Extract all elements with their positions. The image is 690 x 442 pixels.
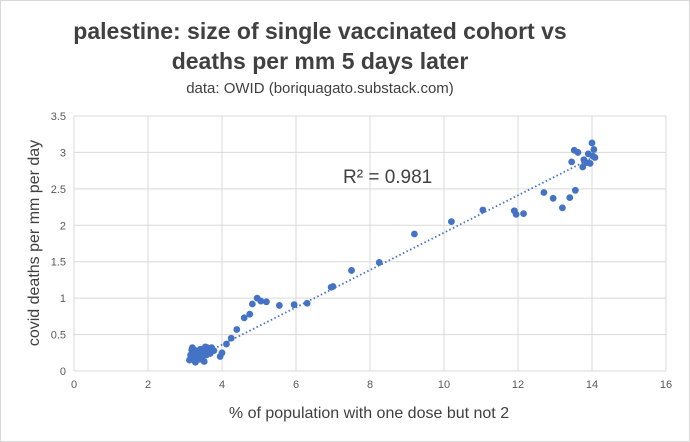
data-point	[240, 314, 248, 322]
y-tick-label: 1.5	[51, 257, 66, 269]
x-tick-label: 14	[586, 379, 598, 391]
y-tick-label: 3.5	[51, 111, 66, 123]
data-point	[549, 194, 557, 202]
y-tick-label: 2	[60, 220, 66, 232]
data-point	[329, 283, 337, 290]
data-point	[218, 349, 226, 357]
x-tick-label: 8	[367, 379, 373, 391]
x-tick-label: 6	[293, 379, 299, 391]
y-axis-title: covid deaths per mm per day	[26, 140, 43, 346]
data-point	[571, 186, 579, 194]
x-tick-label: 0	[71, 379, 77, 391]
tick-labels: 0 2 4 6 8 10 12 14 16 0 0.5 1 1.5 2 2.5 3 3.5	[51, 111, 672, 391]
data-point	[263, 298, 270, 306]
data-point	[590, 146, 598, 153]
data-points	[186, 139, 599, 366]
data-point	[246, 310, 254, 318]
x-tick-label: 16	[660, 379, 672, 391]
data-point	[591, 154, 599, 161]
data-point	[257, 297, 265, 305]
data-point	[233, 326, 241, 333]
data-point	[566, 194, 574, 202]
data-point	[574, 149, 582, 156]
data-point	[479, 206, 487, 214]
data-point	[512, 210, 520, 218]
data-point	[290, 301, 298, 309]
data-point	[223, 340, 230, 348]
data-point	[568, 158, 576, 166]
gridlines	[73, 115, 667, 372]
data-point	[375, 259, 383, 266]
chart-title-line2: deaths per mm 5 days later	[171, 48, 469, 74]
data-point	[275, 302, 283, 309]
chart-title-line1: palestine: size of single vaccinated coh…	[73, 18, 567, 44]
x-tick-label: 10	[438, 379, 450, 391]
y-tick-label: 2.5	[51, 184, 66, 196]
data-point	[448, 218, 455, 226]
r-squared-label: R² = 0.981	[343, 167, 432, 188]
y-tick-label: 0	[60, 366, 66, 378]
x-tick-label: 12	[512, 379, 524, 391]
data-point	[586, 159, 594, 167]
data-point	[200, 358, 208, 365]
data-point	[227, 334, 235, 342]
data-point	[248, 300, 256, 308]
data-point	[303, 299, 311, 307]
x-tick-label: 2	[145, 379, 151, 391]
x-axis-title: % of population with one dose but not 2	[229, 405, 509, 422]
x-tick-label: 4	[219, 379, 225, 391]
data-point	[588, 139, 596, 147]
y-tick-label: 3	[60, 147, 66, 159]
data-point	[411, 230, 418, 238]
data-point	[540, 189, 548, 196]
data-point	[559, 204, 566, 212]
y-tick-label: 1	[60, 293, 66, 305]
data-point	[348, 267, 355, 274]
data-point	[520, 210, 527, 218]
y-tick-label: 0.5	[51, 330, 66, 342]
data-point	[210, 347, 218, 354]
chart-subtitle: data: OWID (boriquagato.substack.com)	[186, 80, 454, 97]
